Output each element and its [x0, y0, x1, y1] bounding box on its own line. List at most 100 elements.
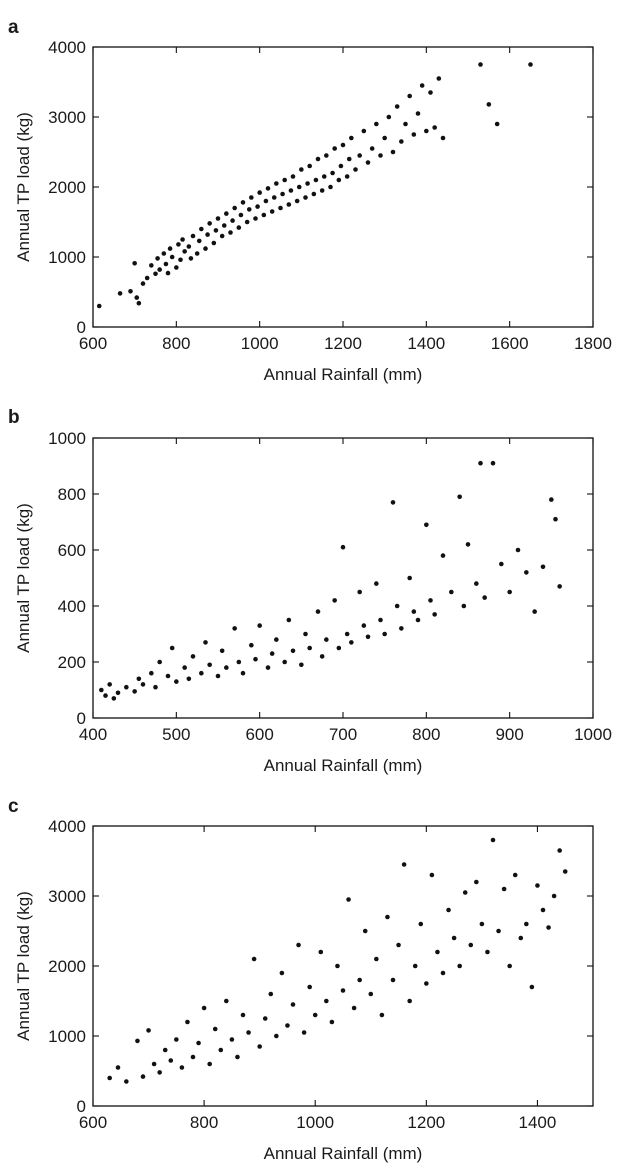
scatter-point	[396, 942, 401, 948]
scatter-point	[324, 998, 329, 1004]
scatter-point	[224, 998, 229, 1004]
scatter-point	[215, 216, 221, 221]
scatter-point	[424, 981, 429, 986]
scatter-point	[132, 689, 137, 694]
scatter-point	[182, 665, 187, 670]
y-tick-label: 0	[77, 1097, 86, 1116]
scatter-point	[378, 153, 383, 158]
scatter-point	[365, 160, 371, 165]
scatter-point	[411, 132, 417, 137]
scatter-point	[99, 687, 104, 693]
scatter-point	[165, 270, 171, 276]
scatter-point	[140, 1074, 146, 1079]
scatter-point	[182, 249, 187, 254]
scatter-point	[296, 184, 302, 190]
x-tick-label: 1400	[407, 334, 445, 353]
scatter-point	[190, 233, 196, 239]
scatter-point	[340, 988, 346, 993]
scatter-point	[296, 942, 301, 948]
scatter-point	[307, 645, 312, 651]
scatter-point	[478, 62, 483, 67]
scatter-point	[274, 1033, 279, 1039]
scatter-point	[344, 174, 350, 179]
scatter-point	[328, 184, 333, 190]
scatter-point	[249, 195, 254, 200]
x-axis-label: Annual Rainfall (mm)	[264, 365, 423, 384]
panel-c: c 600 800 1000 1200 1400 0 1000 2000 3000 4000 Annu…	[8, 796, 594, 1163]
scatter-point	[432, 612, 437, 617]
scatter-point	[346, 156, 352, 162]
scatter-point	[274, 637, 279, 642]
y-axis-label: Annual TP load (kg)	[14, 503, 33, 653]
scatter-point	[357, 589, 362, 595]
scatter-point	[361, 623, 367, 628]
scatter-point	[307, 163, 312, 169]
x-tick-label: 900	[495, 725, 523, 744]
scatter-point	[230, 218, 235, 223]
scatter-point	[124, 1079, 129, 1084]
scatter-point	[362, 928, 368, 934]
scatter-point	[178, 257, 183, 263]
x-tick-label: 500	[162, 725, 190, 744]
scatter-point	[107, 682, 112, 687]
scatter-point	[415, 617, 421, 623]
scatter-point	[282, 659, 287, 665]
scatter-point	[486, 102, 492, 107]
scatter-point	[374, 581, 379, 586]
scatter-point	[207, 221, 212, 226]
scatter-point	[340, 544, 346, 550]
scatter-point	[136, 676, 142, 682]
x-tick-label: 800	[190, 1113, 218, 1132]
scatter-point	[229, 1037, 235, 1042]
scatter-point	[435, 949, 440, 955]
scatter-point	[228, 230, 233, 235]
scatter-point	[174, 679, 179, 684]
scatter-point	[149, 670, 154, 676]
x-tick-label: 600	[245, 725, 273, 744]
scatter-point	[340, 142, 346, 148]
y-tick-label: 1000	[48, 429, 86, 448]
x-axis-label: Annual Rainfall (mm)	[264, 756, 423, 775]
scatter-point	[238, 212, 244, 218]
scatter-point	[107, 1075, 112, 1081]
scatter-point	[282, 177, 287, 183]
scatter-point	[168, 1058, 174, 1063]
scatter-point	[162, 1047, 168, 1053]
scatter-point	[176, 242, 181, 247]
scatter-point	[253, 656, 258, 662]
scatter-point	[257, 1044, 262, 1049]
scatter-point	[132, 261, 137, 266]
scatter-point	[528, 62, 533, 67]
scatter-point	[224, 211, 229, 216]
scatter-point	[415, 111, 421, 116]
scatter-point	[271, 195, 277, 200]
scatter-point	[305, 181, 310, 186]
y-axis-label: Annual TP load (kg)	[14, 891, 33, 1041]
scatter-point	[482, 595, 487, 600]
scatter-point	[557, 848, 562, 853]
scatter-point	[190, 654, 196, 659]
scatter-point	[357, 153, 362, 158]
scatter-point	[315, 609, 321, 614]
scatter-point	[278, 205, 283, 211]
scatter-point	[540, 564, 546, 570]
scatter-point	[418, 921, 424, 927]
scatter-point	[290, 648, 296, 654]
scatter-point	[436, 76, 442, 81]
scatter-point	[465, 542, 471, 547]
scatter-point	[232, 205, 237, 211]
panel-a: a 600 800 1000 1200 1400 1600 1800 0 1000 2000 3000…	[8, 17, 612, 384]
scatter-point	[440, 553, 446, 558]
scatter-point	[286, 202, 292, 207]
scatter-point	[279, 970, 285, 976]
scatter-point	[261, 212, 267, 218]
scatter-point	[365, 634, 371, 640]
scatter-point	[353, 167, 358, 172]
scatter-point	[369, 146, 375, 151]
plot-frame	[92, 46, 594, 328]
scatter-point	[330, 170, 335, 176]
scatter-point	[265, 665, 271, 670]
scatter-point	[407, 575, 412, 581]
y-tick-label: 400	[58, 597, 86, 616]
